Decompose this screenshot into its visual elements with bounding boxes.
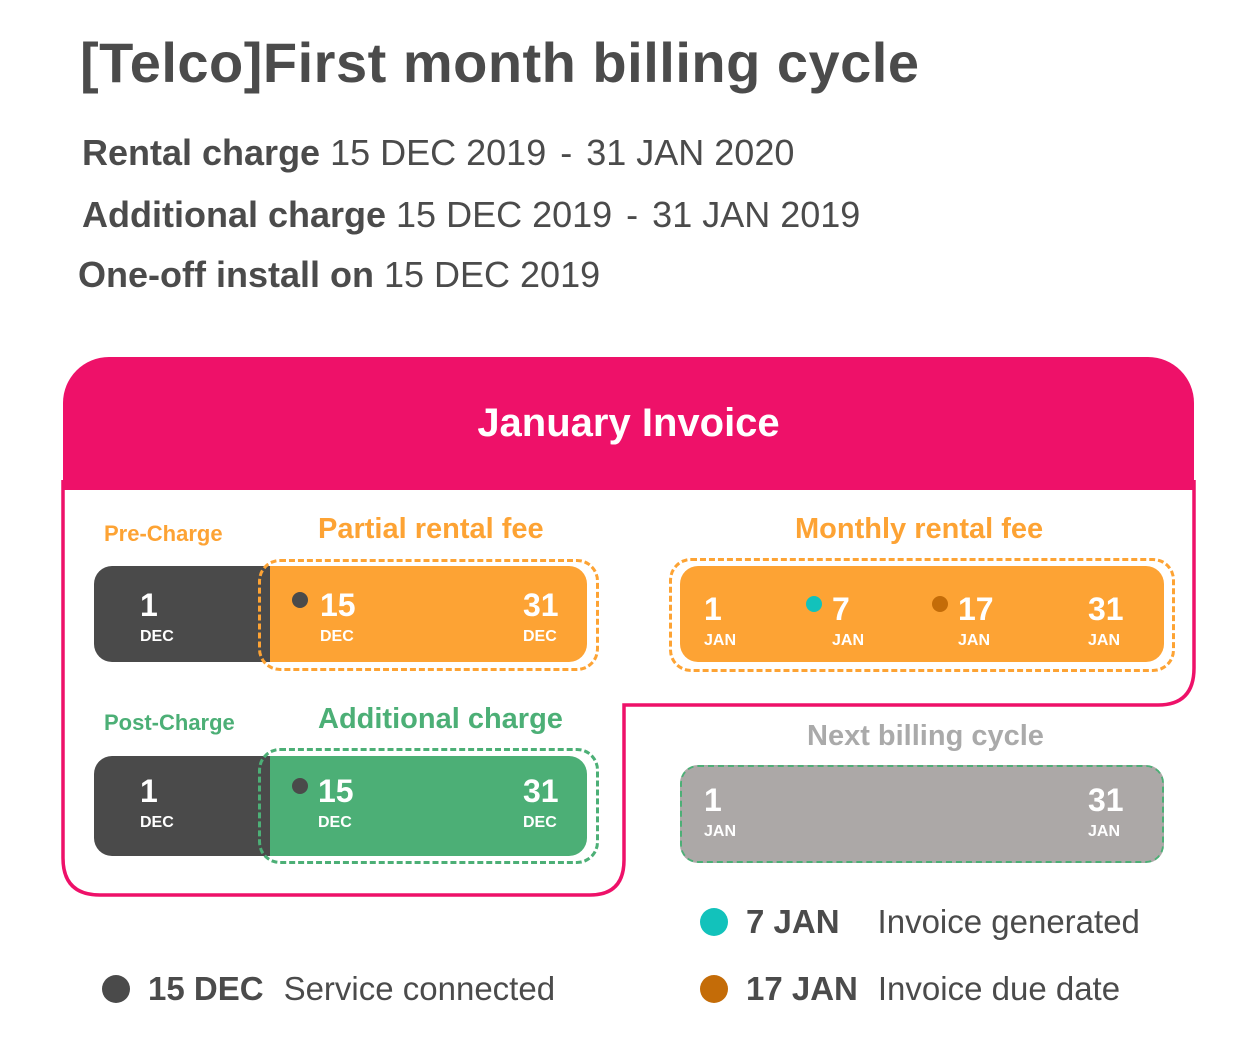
invoice-generated-dot-icon bbox=[806, 596, 822, 612]
legend-invoice-generated: 7 JAN Invoice generated bbox=[700, 903, 1140, 941]
post-charge-label: Post-Charge bbox=[104, 710, 235, 735]
post-charge-dark-segment: 1 DEC bbox=[94, 756, 270, 856]
monthly-rental-bar: 1 JAN 7 JAN 17 JAN 31 JAN bbox=[680, 566, 1164, 662]
info-start: 15 DEC 2019 bbox=[330, 132, 547, 173]
date-1-dec: 1 DEC bbox=[140, 588, 174, 646]
date-31-dec: 31 DEC bbox=[523, 774, 559, 832]
date-month: DEC bbox=[318, 814, 352, 831]
date-1-jan: 1 JAN bbox=[704, 592, 736, 650]
date-1-jan: 1 JAN bbox=[704, 783, 736, 841]
date-31-jan: 31 JAN bbox=[1088, 592, 1124, 650]
info-rental-charge: Rental charge 15 DEC 2019-31 JAN 2020 bbox=[82, 132, 794, 174]
info-end: 31 JAN 2019 bbox=[652, 194, 861, 235]
date-month: DEC bbox=[140, 628, 174, 645]
page-title: [Telco]First month billing cycle bbox=[80, 31, 920, 94]
service-connected-dot-icon bbox=[292, 592, 308, 608]
legend-text: Invoice generated bbox=[877, 903, 1140, 940]
legend-dot-icon bbox=[102, 975, 130, 1003]
legend-invoice-due-date: 17 JAN Invoice due date bbox=[700, 970, 1120, 1008]
date-month: DEC bbox=[320, 628, 354, 645]
date-day: 1 bbox=[140, 587, 158, 623]
date-day: 17 bbox=[958, 591, 994, 627]
service-connected-dot-icon bbox=[292, 778, 308, 794]
info-one-off-install: One-off install on 15 DEC 2019 bbox=[78, 254, 600, 296]
monthly-rental-segment: 1 JAN 7 JAN 17 JAN 31 JAN bbox=[680, 566, 1164, 662]
post-charge-bar: 1 DEC 15 DEC 31 DEC bbox=[94, 756, 587, 856]
info-additional-charge: Additional charge 15 DEC 2019-31 JAN 2019 bbox=[82, 194, 860, 236]
legend-dot-icon bbox=[700, 975, 728, 1003]
date-31-jan: 31 JAN bbox=[1088, 783, 1124, 841]
date-month: DEC bbox=[523, 814, 557, 831]
date-15-dec: 15 DEC bbox=[318, 774, 354, 832]
info-label: Additional charge bbox=[82, 194, 387, 235]
date-month: JAN bbox=[704, 823, 737, 840]
date-day: 31 bbox=[1088, 591, 1124, 627]
invoice-header: January Invoice bbox=[63, 357, 1194, 490]
pre-charge-dark-segment: 1 DEC bbox=[94, 566, 270, 662]
info-label: Rental charge bbox=[82, 132, 321, 173]
legend-text: Invoice due date bbox=[877, 970, 1121, 1007]
date-day: 7 bbox=[832, 591, 850, 627]
monthly-rental-fee-title: Monthly rental fee bbox=[795, 513, 1044, 545]
partial-rental-fee-title: Partial rental fee bbox=[318, 513, 544, 545]
date-month: JAN bbox=[958, 632, 991, 649]
invoice-due-dot-icon bbox=[932, 596, 948, 612]
date-day: 31 bbox=[523, 773, 559, 809]
legend-text: Service connected bbox=[283, 970, 556, 1007]
date-day: 1 bbox=[704, 782, 722, 818]
next-billing-cycle-title: Next billing cycle bbox=[807, 720, 1044, 752]
legend-service-connected: 15 DEC Service connected bbox=[102, 970, 555, 1008]
legend-dot-icon bbox=[700, 908, 728, 936]
info-start: 15 DEC 2019 bbox=[383, 254, 601, 295]
date-month: JAN bbox=[1088, 823, 1121, 840]
partial-rental-segment: 15 DEC 31 DEC bbox=[270, 566, 587, 662]
info-label: One-off install on bbox=[78, 254, 374, 295]
date-month: JAN bbox=[832, 632, 865, 649]
date-day: 1 bbox=[140, 773, 158, 809]
date-15-dec: 15 DEC bbox=[320, 588, 356, 646]
date-month: JAN bbox=[1088, 632, 1121, 649]
date-1-dec: 1 DEC bbox=[140, 774, 174, 832]
invoice-title: January Invoice bbox=[477, 401, 780, 445]
additional-charge-title: Additional charge bbox=[318, 703, 563, 735]
date-month: JAN bbox=[704, 632, 737, 649]
date-month: DEC bbox=[140, 814, 174, 831]
date-day: 1 bbox=[704, 591, 722, 627]
pre-charge-label: Pre-Charge bbox=[104, 521, 223, 546]
additional-charge-segment: 15 DEC 31 DEC bbox=[270, 756, 587, 856]
next-cycle-segment: 1 JAN 31 JAN bbox=[682, 767, 1162, 861]
date-17-jan: 17 JAN bbox=[958, 592, 994, 650]
date-7-jan: 7 JAN bbox=[832, 592, 864, 650]
next-billing-cycle-bar: 1 JAN 31 JAN bbox=[680, 765, 1164, 863]
date-day: 31 bbox=[1088, 782, 1124, 818]
date-day: 15 bbox=[320, 587, 356, 623]
date-month: DEC bbox=[523, 628, 557, 645]
legend-date: 15 DEC bbox=[148, 970, 264, 1007]
legend-date: 17 JAN bbox=[746, 970, 858, 1007]
date-31-dec: 31 DEC bbox=[523, 588, 559, 646]
info-sep: - bbox=[626, 194, 639, 235]
date-day: 31 bbox=[523, 587, 559, 623]
info-sep: - bbox=[560, 132, 573, 173]
info-end: 31 JAN 2020 bbox=[586, 132, 795, 173]
info-start: 15 DEC 2019 bbox=[396, 194, 613, 235]
date-day: 15 bbox=[318, 773, 354, 809]
legend-date: 7 JAN bbox=[746, 903, 840, 940]
pre-charge-bar: 1 DEC 15 DEC 31 DEC bbox=[94, 566, 587, 662]
